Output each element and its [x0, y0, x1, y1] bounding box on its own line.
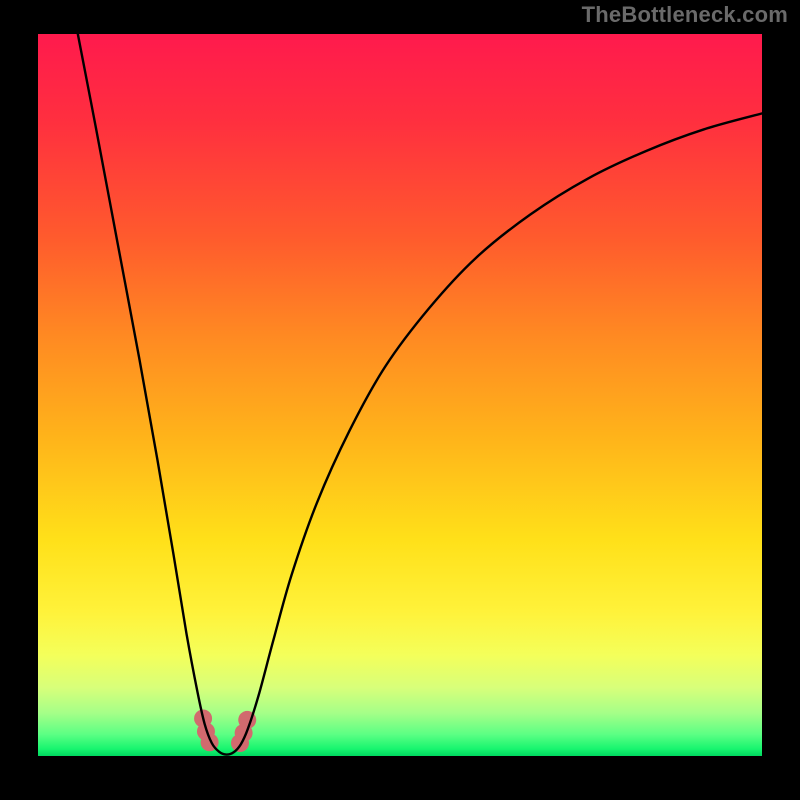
plot-svg: [38, 34, 762, 756]
watermark-text: TheBottleneck.com: [582, 2, 788, 28]
plot-area: [38, 34, 762, 756]
chart-container: TheBottleneck.com: [0, 0, 800, 800]
